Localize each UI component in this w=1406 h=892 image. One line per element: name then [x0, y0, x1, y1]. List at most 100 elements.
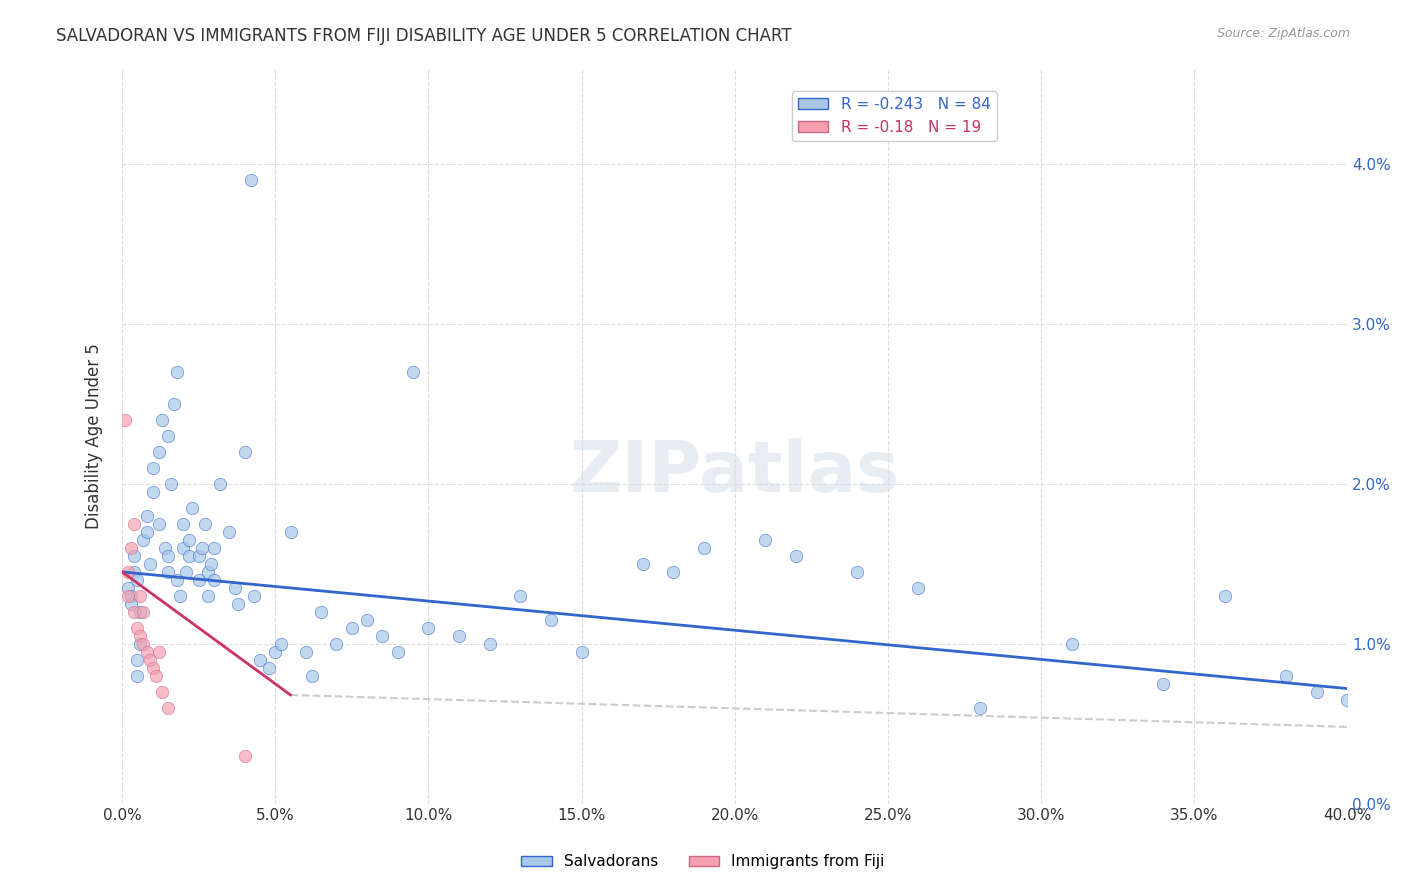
Immigrants from Fiji [132, 605, 155, 619]
Salvadorans [478, 637, 501, 651]
Immigrants from Fiji [127, 621, 149, 635]
Salvadorans [194, 516, 217, 531]
Salvadorans [218, 524, 240, 539]
Immigrants from Fiji [124, 516, 146, 531]
Salvadorans [160, 477, 183, 491]
Immigrants from Fiji [117, 565, 139, 579]
Immigrants from Fiji [156, 700, 179, 714]
Salvadorans [754, 533, 776, 547]
Salvadorans [202, 541, 225, 555]
Salvadorans [169, 589, 191, 603]
Salvadorans [846, 565, 869, 579]
Salvadorans [179, 533, 201, 547]
Salvadorans [1336, 692, 1358, 706]
Salvadorans [179, 549, 201, 563]
Salvadorans [200, 557, 222, 571]
Legend: R = -0.243   N = 84, R = -0.18   N = 19: R = -0.243 N = 84, R = -0.18 N = 19 [792, 91, 997, 141]
Salvadorans [127, 573, 149, 587]
Salvadorans [129, 637, 152, 651]
Salvadorans [325, 637, 347, 651]
Immigrants from Fiji [132, 637, 155, 651]
Salvadorans [631, 557, 654, 571]
Salvadorans [187, 549, 209, 563]
Text: SALVADORAN VS IMMIGRANTS FROM FIJI DISABILITY AGE UNDER 5 CORRELATION CHART: SALVADORAN VS IMMIGRANTS FROM FIJI DISAB… [56, 27, 792, 45]
Salvadorans [509, 589, 531, 603]
Salvadorans [340, 621, 363, 635]
Salvadorans [280, 524, 302, 539]
Salvadorans [249, 653, 271, 667]
Salvadorans [1153, 677, 1175, 691]
Salvadorans [309, 605, 332, 619]
Immigrants from Fiji [145, 669, 167, 683]
Salvadorans [166, 365, 188, 379]
Immigrants from Fiji [129, 629, 152, 643]
Salvadorans [172, 541, 194, 555]
Salvadorans [142, 485, 165, 500]
Salvadorans [163, 397, 186, 411]
Salvadorans [693, 541, 716, 555]
Salvadorans [176, 565, 198, 579]
Salvadorans [127, 653, 149, 667]
Immigrants from Fiji [148, 645, 170, 659]
Salvadorans [190, 541, 212, 555]
Salvadorans [418, 621, 440, 635]
Salvadorans [270, 637, 292, 651]
Immigrants from Fiji [135, 645, 157, 659]
Salvadorans [224, 581, 246, 595]
Salvadorans [447, 629, 470, 643]
Salvadorans [135, 524, 157, 539]
Salvadorans [1305, 685, 1327, 699]
Salvadorans [127, 669, 149, 683]
Salvadorans [662, 565, 685, 579]
Salvadorans [156, 565, 179, 579]
Salvadorans [148, 445, 170, 459]
Salvadorans [124, 565, 146, 579]
Salvadorans [371, 629, 394, 643]
Salvadorans [138, 557, 160, 571]
Y-axis label: Disability Age Under 5: Disability Age Under 5 [86, 343, 103, 529]
Salvadorans [120, 589, 142, 603]
Salvadorans [239, 173, 262, 187]
Immigrants from Fiji [142, 661, 165, 675]
Salvadorans [129, 605, 152, 619]
Salvadorans [1060, 637, 1083, 651]
Salvadorans [132, 533, 155, 547]
Salvadorans [402, 365, 425, 379]
Text: Source: ZipAtlas.com: Source: ZipAtlas.com [1216, 27, 1350, 40]
Salvadorans [264, 645, 287, 659]
Immigrants from Fiji [120, 541, 142, 555]
Salvadorans [242, 589, 264, 603]
Legend: Salvadorans, Immigrants from Fiji: Salvadorans, Immigrants from Fiji [515, 848, 891, 875]
Salvadorans [120, 597, 142, 611]
Salvadorans [150, 413, 173, 427]
Salvadorans [571, 645, 593, 659]
Immigrants from Fiji [114, 413, 136, 427]
Immigrants from Fiji [124, 605, 146, 619]
Salvadorans [187, 573, 209, 587]
Salvadorans [148, 516, 170, 531]
Salvadorans [1213, 589, 1236, 603]
Salvadorans [969, 700, 991, 714]
Salvadorans [356, 613, 378, 627]
Salvadorans [117, 581, 139, 595]
Salvadorans [197, 565, 219, 579]
Salvadorans [181, 500, 204, 515]
Immigrants from Fiji [150, 685, 173, 699]
Salvadorans [295, 645, 318, 659]
Salvadorans [257, 661, 280, 675]
Salvadorans [197, 589, 219, 603]
Salvadorans [907, 581, 929, 595]
Salvadorans [540, 613, 562, 627]
Salvadorans [135, 508, 157, 523]
Salvadorans [172, 516, 194, 531]
Salvadorans [301, 669, 323, 683]
Salvadorans [142, 461, 165, 475]
Salvadorans [785, 549, 807, 563]
Salvadorans [166, 573, 188, 587]
Salvadorans [156, 429, 179, 443]
Immigrants from Fiji [138, 653, 160, 667]
Salvadorans [156, 549, 179, 563]
Immigrants from Fiji [129, 589, 152, 603]
Salvadorans [153, 541, 176, 555]
Salvadorans [228, 597, 250, 611]
